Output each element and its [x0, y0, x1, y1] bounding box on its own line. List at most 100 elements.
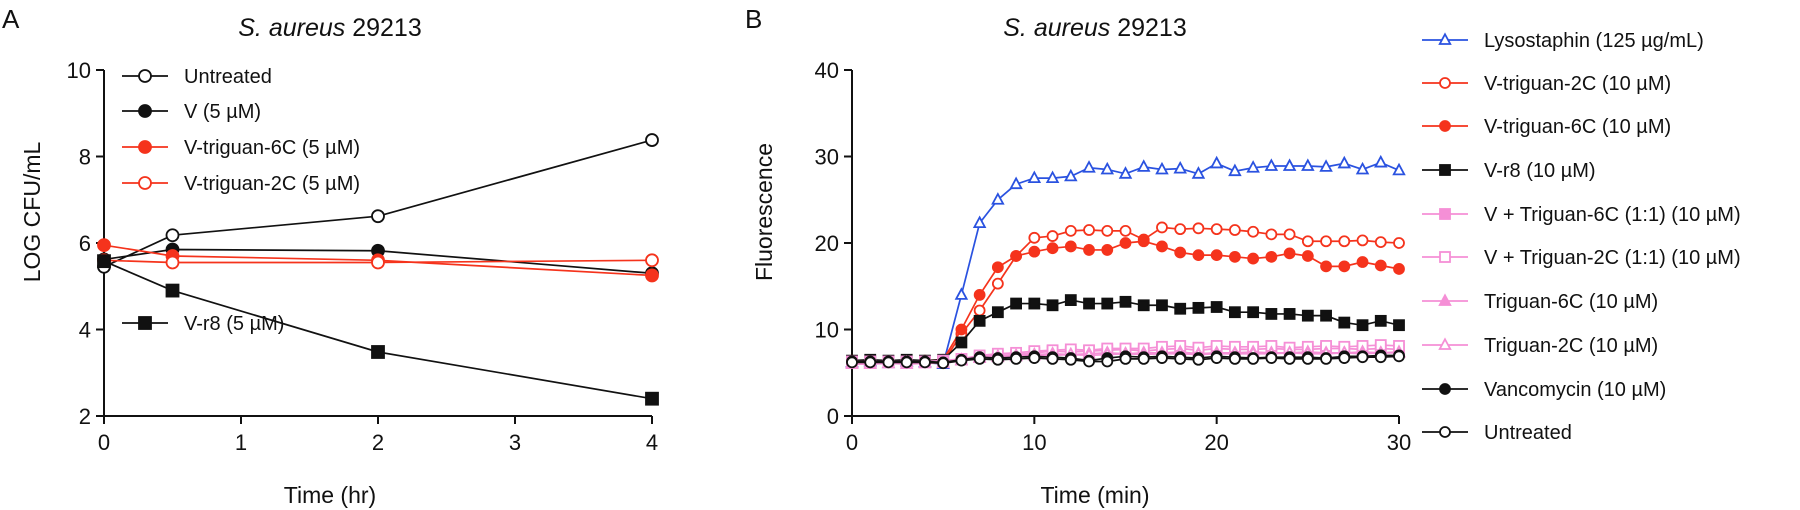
panel-a-series-untreated-point	[371, 209, 385, 224]
panel-b-series-untreated-point	[973, 353, 986, 365]
panel-b-series-v-triguan-6c-10-m-point	[1083, 244, 1095, 256]
panel-a-label: A	[2, 4, 20, 34]
panel-b-legend-vancomycin-10-m-label: Vancomycin (10 µM)	[1484, 379, 1666, 401]
panel-b-series	[845, 154, 1406, 370]
panel-b-series-v-r8-10-m-point	[1265, 308, 1278, 320]
panel-b-y-tick-label-10: 10	[815, 318, 839, 343]
panel-b-series-v-triguan-6c-10-m-point	[1374, 259, 1387, 272]
panel-a-x-tick-label-4: 4	[646, 430, 658, 455]
panel-a-legend-v-triguan-6c-5-m: V-triguan-6C (5 µM)	[122, 137, 360, 159]
panel-b-series-untreated-point	[937, 357, 950, 370]
panel-b-series-v-triguan-2c-10-m-point	[1356, 234, 1369, 247]
panel-b-x-axis-title: Time (min)	[1040, 482, 1149, 508]
panel-b-series-v-triguan-2c-10-m-point	[1393, 237, 1405, 249]
panel-b-series-v-triguan-6c-10-m-point	[991, 261, 1004, 274]
panel-b-series-untreated-point	[1028, 352, 1041, 364]
panel-b-series-v-triguan-2c-10-m-point	[1265, 228, 1278, 241]
panel-b-series-lysostaphin-125-g-ml-point	[1264, 158, 1279, 171]
panel-a-series-v-triguan-6c-5-m-point	[97, 238, 111, 253]
panel-b-series-v-triguan-2c-10-m-point	[1174, 223, 1187, 236]
panel-b-series-v-triguan-2c-10-m-point	[1083, 224, 1095, 236]
panel-b-series-v-r8-10-m-point	[1174, 302, 1187, 315]
panel-b-series-lysostaphin-125-g-ml-point	[1064, 168, 1078, 182]
panel-b-title: S. aureus 29213	[1003, 14, 1186, 42]
panel-b-y-tick-label-30: 30	[815, 145, 839, 170]
panel-b-legend-lysostaphin-125-g-ml-marker	[1438, 32, 1452, 45]
panel-b-series-untreated-point	[1174, 353, 1187, 365]
panel-b-series-v-r8-10-m-point	[1247, 306, 1260, 319]
panel-a-legend-v-r8-5-m-label: V-r8 (5 µM)	[184, 313, 284, 335]
panel-b-series-lysostaphin-125-g-ml-point	[1045, 170, 1060, 184]
panel-b-series-lysostaphin-125-g-ml-point	[1027, 170, 1042, 184]
panel-b-series-v-r8-10-m-point	[1283, 308, 1296, 320]
panel-b-series-untreated-point	[1156, 352, 1168, 364]
panel-b-series-v-r8-10-m-point	[1229, 306, 1241, 319]
panel-b-legend-triguan-2c-10-m-label: Triguan-2C (10 µM)	[1484, 335, 1658, 357]
panel-b-legend-lysostaphin-125-g-ml: Lysostaphin (125 µg/mL)	[1422, 30, 1704, 52]
panel-b-series-lysostaphin-125-g-ml-point	[1136, 159, 1151, 172]
panel-b-series-untreated-point	[919, 356, 931, 369]
panel-b-series-lysostaphin-125-g-ml-point	[1209, 155, 1224, 169]
panel-b-legend: Lysostaphin (125 µg/mL) V-triguan-2C (10 …	[1422, 30, 1741, 444]
panel-b-series-untreated-point	[1046, 353, 1059, 365]
panel-a-x-tick-label-2: 2	[372, 430, 384, 455]
panel-b-series-v-triguan-2c-10-m-point	[1283, 228, 1296, 241]
panel-a-series-v-r8-5-m-point	[97, 254, 111, 269]
panel-b-series-untreated-point	[1356, 351, 1369, 364]
panel-b-series-v-triguan-6c-10-m-point	[1137, 235, 1150, 248]
panel-b-legend-v-triguan-2c-10-m: V-triguan-2C (10 µM)	[1422, 73, 1671, 95]
panel-b-series-v-triguan-2c-10-m-point	[991, 277, 1004, 290]
panel-b-series-v-r8-10-m-point	[1393, 319, 1405, 332]
panel-b-series-untreated-point	[991, 353, 1004, 366]
panel-a-series-v-triguan-2c-5-m-line	[103, 259, 653, 264]
panel-b-series-v-r8-10-m-point	[1374, 314, 1387, 327]
panel-b-series-lysostaphin-125-g-ml-point	[954, 287, 969, 300]
panel-b-series-v-r8-10-m-point	[1192, 301, 1205, 314]
panel-b: B S. aureus 29213 Fluorescence Time (min…	[745, 4, 1741, 508]
panel-b-series-v-triguan-2c-10-m-point	[1320, 235, 1332, 248]
panel-b-series-v-triguan-6c-10-m-point	[1393, 263, 1405, 275]
panel-b-legend-triguan-6c-10-m: Triguan-6C (10 µM)	[1422, 291, 1658, 313]
panel-b-series-v-triguan-2c-10-m-point	[1101, 224, 1114, 237]
panel-b-series-v-triguan-6c-10-m-point	[1046, 242, 1059, 255]
panel-b-title-species: S. aureus	[1003, 14, 1110, 42]
panel-b-title-strain: 29213	[1110, 14, 1186, 42]
panel-a-series-v-triguan-2c-5-m-point	[645, 253, 659, 268]
panel-a-title-strain: 29213	[345, 14, 421, 42]
panel-a-legend-untreated-label: Untreated	[184, 66, 272, 88]
panel-b-series-untreated-point	[1265, 352, 1278, 364]
panel-b-series-untreated-point	[1374, 351, 1387, 364]
panel-b-legend-untreated-label: Untreated	[1484, 422, 1572, 444]
panel-b-x-tick-label-30: 30	[1387, 430, 1411, 455]
panel-a-y-tick-label-6: 6	[79, 231, 91, 256]
panel-b-series-lysostaphin-125-g-ml-line	[851, 161, 1400, 366]
panel-b-series-v-triguan-6c-10-m-point	[1229, 250, 1241, 263]
panel-a-x-tick-label-1: 1	[235, 430, 247, 455]
panel-b-series-untreated-point	[900, 356, 913, 369]
panel-b-legend-triguan-2c-10-m-marker	[1438, 337, 1452, 350]
panel-b-series-v-r8-10-m-point	[1137, 299, 1150, 312]
panel-a-series-v-r8-5-m-line	[103, 260, 653, 400]
panel-b-legend-v-triguan-6c-1-1-10-m: V + Triguan-6C (1:1) (10 µM)	[1422, 204, 1741, 226]
panel-a-series-v-triguan-6c-5-m-point	[645, 268, 659, 283]
panel-b-x-tick-label-20: 20	[1204, 430, 1228, 455]
panel-b-series-v-triguan-6c-10-m-point	[1320, 260, 1332, 273]
panel-a-y-tick-label-4: 4	[79, 318, 91, 343]
panel-b-series-v-r8-10-m-point	[1028, 297, 1041, 310]
panel-a-series-v-r8-5-m-point	[645, 391, 659, 406]
panel-b-series-lysostaphin-125-g-ml-point	[972, 215, 987, 229]
panel-b-legend-v-triguan-6c-10-m-marker	[1439, 120, 1451, 132]
panel-b-y-tick-label-20: 20	[815, 231, 839, 256]
panel-a-series-v-triguan-2c-5-m-point	[371, 255, 385, 270]
panel-b-series-lysostaphin-125-g-ml-point	[1191, 166, 1206, 179]
panel-b-series-v-triguan-2c-10-m-point	[1210, 223, 1223, 236]
panel-b-series-v-r8-10-m-point	[1301, 309, 1314, 322]
panel-b-series-lysostaphin-125-g-ml-point	[1282, 158, 1297, 171]
panel-b-series-lysostaphin-125-g-ml-point	[1355, 161, 1370, 175]
panel-a-x-tick-label-3: 3	[509, 430, 521, 455]
panel-b-series-untreated-point	[864, 356, 877, 369]
panel-a-legend-v-5-m: V (5 µM)	[122, 101, 261, 123]
panel-b-series-lysostaphin-125-g-ml-point	[1082, 160, 1096, 173]
panel-b-series-untreated-point	[1338, 352, 1351, 364]
panel-b-series-v-r8-10-m-point	[955, 336, 968, 349]
